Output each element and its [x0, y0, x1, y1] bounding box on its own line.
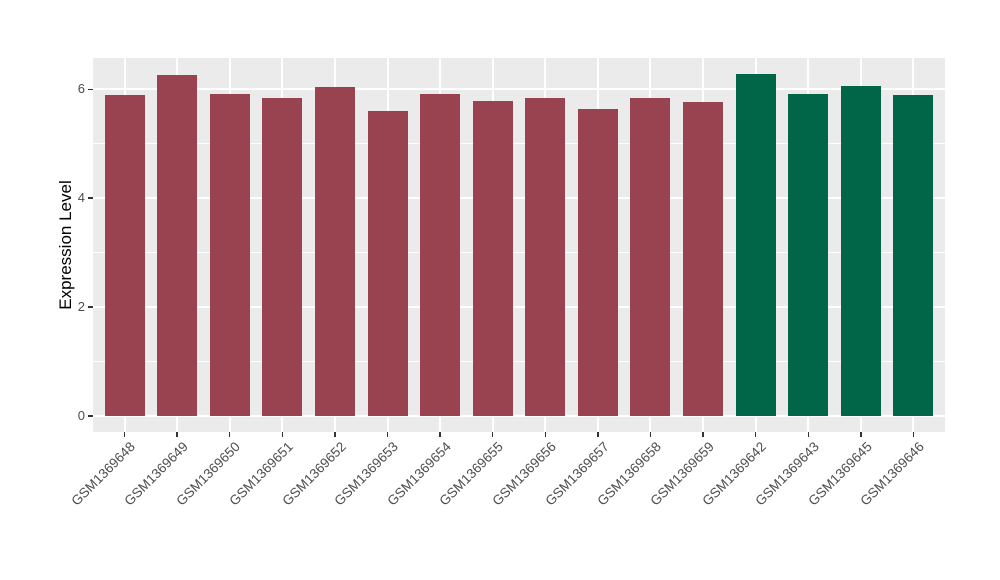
major-gridline — [93, 414, 945, 417]
x-tick-mark — [176, 432, 178, 437]
bar-GSM1369653 — [367, 111, 408, 416]
bar-GSM1369651 — [262, 98, 303, 416]
x-tick-mark — [702, 432, 704, 437]
bar-GSM1369654 — [420, 94, 461, 416]
x-tick-mark — [228, 432, 231, 437]
plot-panel — [93, 58, 945, 432]
bar-GSM1369642 — [735, 74, 776, 416]
x-tick-mark — [334, 432, 336, 437]
y-tick-label: 2 — [77, 299, 85, 315]
y-tick-label: 0 — [77, 407, 85, 423]
x-tick-mark — [912, 432, 915, 437]
bar-GSM1369649 — [157, 75, 198, 416]
x-tick-mark — [386, 432, 389, 437]
minor-gridline — [93, 252, 945, 254]
x-tick-mark — [807, 432, 809, 437]
bar-GSM1369650 — [209, 93, 250, 416]
y-tick-label: 4 — [77, 190, 85, 206]
x-tick-mark — [123, 432, 126, 437]
y-tick-mark — [88, 197, 93, 199]
bar-GSM1369656 — [525, 98, 566, 416]
y-tick-mark — [88, 415, 93, 417]
y-tick-label: 6 — [77, 81, 85, 97]
x-tick-mark — [597, 432, 599, 437]
bar-GSM1369659 — [683, 101, 724, 416]
y-tick-mark — [88, 88, 93, 91]
bar-GSM1369643 — [788, 94, 829, 416]
major-gridline — [93, 88, 945, 91]
bar-GSM1369652 — [314, 86, 355, 416]
minor-gridline — [93, 143, 945, 145]
bar-GSM1369645 — [840, 86, 881, 416]
x-tick-mark — [860, 432, 862, 437]
bar-GSM1369646 — [893, 94, 934, 416]
major-gridline — [93, 197, 945, 200]
bar-GSM1369657 — [577, 108, 618, 416]
y-tick-mark — [88, 306, 93, 308]
minor-gridline — [93, 361, 945, 362]
x-tick-mark — [439, 432, 441, 437]
x-tick-mark — [544, 432, 547, 437]
bar-GSM1369648 — [104, 94, 145, 416]
x-tick-mark — [754, 432, 757, 437]
x-tick-mark — [649, 432, 652, 437]
x-tick-mark — [281, 432, 284, 437]
major-gridline — [93, 306, 945, 309]
bar-GSM1369658 — [630, 98, 671, 416]
x-tick-mark — [491, 432, 494, 437]
bar-GSM1369655 — [472, 100, 513, 416]
